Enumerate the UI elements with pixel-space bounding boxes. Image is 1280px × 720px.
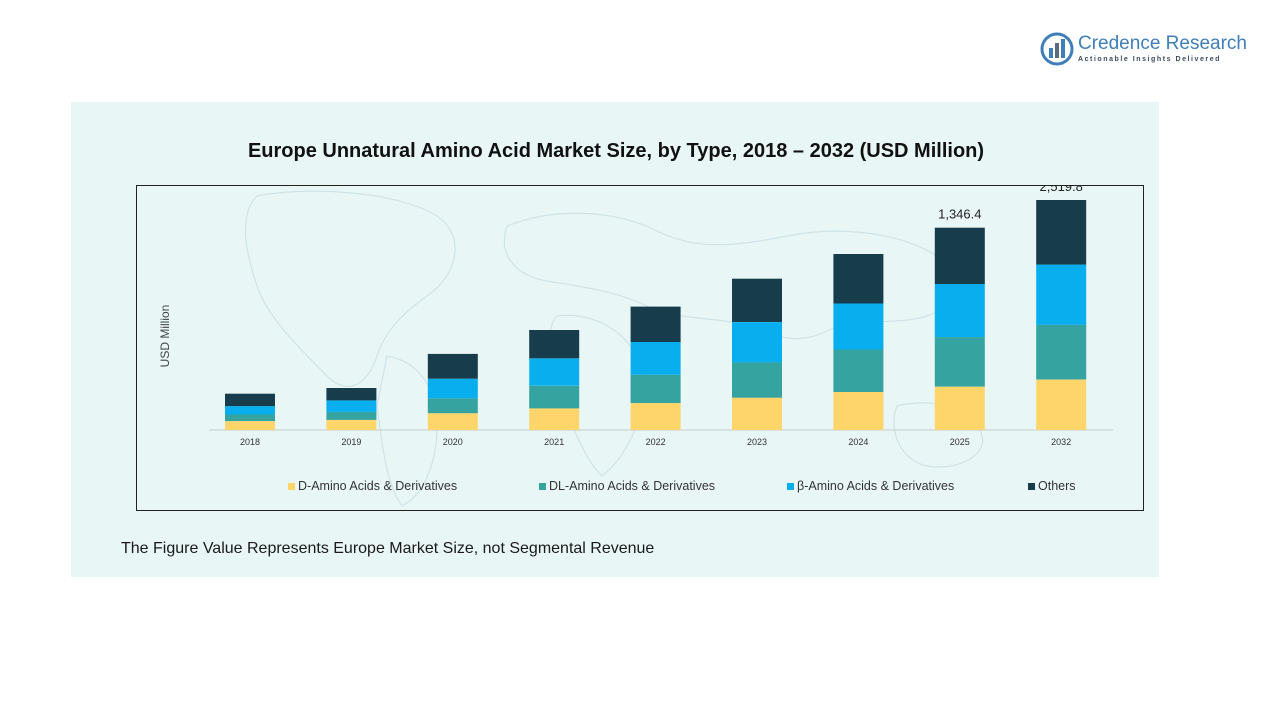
bar-segment-2023-series-2 [732,362,782,398]
x-tick-label-2020: 2020 [443,437,463,447]
brand-logo-icon [1040,32,1074,66]
x-tick-label-2018: 2018 [240,437,260,447]
legend-swatch [539,483,546,490]
bar-segment-2032-series-1 [1036,379,1087,430]
bar-segment-2022-series-4 [630,306,681,342]
bar-segment-2025-series-1 [934,386,985,430]
bar-segment-2022-series-1 [630,403,681,430]
bar-segment-2023-series-1 [732,397,782,430]
legend-label: Others [1038,479,1076,493]
chart-canvas: 2018 2019 2020 2021 2022 2023 2024 2025 1,346.4 2… [158,186,1113,507]
bar-segment-2021-series-2 [529,385,580,409]
bar-segment-2024-series-3 [833,303,884,350]
bar-segment-2032-series-2 [1036,324,1087,380]
credence-research-logo: Credence Research Actionable Insights De… [1040,32,1265,68]
bar-segment-2021-series-3 [529,358,580,386]
chart-panel: Europe Unnatural Amino Acid Market Size,… [71,102,1159,577]
legend-label: β-Amino Acids & Derivatives [797,479,955,493]
legend-swatch [288,483,295,490]
legend-swatch [787,483,794,490]
bar-segment-2032-series-3 [1036,264,1087,325]
bar-segment-2024-series-1 [833,392,884,430]
bar-segment-2021-series-4 [529,330,580,359]
x-tick-label-2021: 2021 [544,437,564,447]
bar-segment-2025-series-4 [934,227,985,284]
bar-segment-2018-series-4 [225,393,275,407]
bar-segment-2018-series-2 [225,414,275,422]
chart-plot-box: 2018 2019 2020 2021 2022 2023 2024 2025 1,346.4 2… [136,185,1144,511]
labels-layer: 2018 2019 2020 2021 2022 2023 2024 2025 1,346.4 2… [240,186,1083,447]
bar-segment-2020-series-3 [427,378,478,399]
bar-segment-2024-series-2 [833,349,884,392]
legend-label: D-Amino Acids & Derivatives [298,479,458,493]
bar-segment-2023-series-4 [732,278,782,322]
bars-layer [225,200,1087,430]
bar-segment-2019-series-4 [326,388,377,401]
total-value-label-2032: 2,519.8 [1040,186,1083,194]
x-tick-label-2024: 2024 [848,437,868,447]
bar-segment-2022-series-3 [630,342,681,375]
bar-segment-2019-series-2 [326,411,377,420]
bar-segment-2019-series-1 [326,419,377,430]
bar-segment-2020-series-1 [427,413,478,430]
bar-segment-2020-series-4 [427,353,478,379]
x-tick-label-2022: 2022 [646,437,666,447]
bar-segment-2020-series-2 [427,398,478,414]
x-tick-label-2023: 2023 [747,437,767,447]
brand-tagline: Actionable Insights Delivered [1078,56,1221,63]
chart-title: Europe Unnatural Amino Acid Market Size,… [247,140,985,162]
bar-segment-2025-series-3 [934,284,985,338]
bar-segment-2018-series-1 [225,421,275,430]
chart-footnote: The Figure Value Represents Europe Marke… [121,540,655,557]
bar-segment-2019-series-3 [326,400,377,412]
x-tick-label-2019: 2019 [341,437,361,447]
total-value-label-2025: 1,346.4 [938,207,981,222]
chart-legend: D-Amino Acids & Derivatives DL-Amino Acid… [137,479,1143,497]
bar-segment-2023-series-3 [732,322,782,363]
x-tick-label-2025: 2025 [950,437,970,447]
y-axis-label: USD Million [158,305,172,368]
bar-segment-2025-series-2 [934,337,985,387]
bar-segment-2032-series-4 [1036,200,1087,265]
bar-segment-2018-series-3 [225,406,275,415]
bar-segment-2022-series-2 [630,374,681,403]
legend-swatch [1028,483,1035,490]
x-tick-label-2032: 2032 [1051,437,1071,447]
bar-segment-2024-series-4 [833,254,884,304]
legend-label: DL-Amino Acids & Derivatives [549,479,716,493]
brand-name: Credence Research [1078,33,1247,54]
bar-segment-2021-series-1 [529,408,580,430]
